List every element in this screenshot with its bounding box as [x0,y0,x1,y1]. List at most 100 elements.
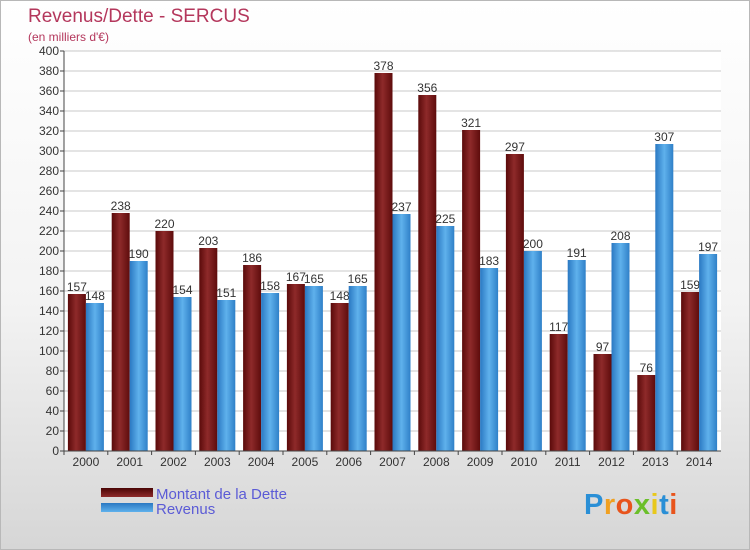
y-tick-label: 240 [39,204,59,218]
data-label: 165 [348,272,368,286]
data-label: 97 [596,340,610,354]
y-tick-label: 180 [39,264,59,278]
bar-revenus [567,260,586,451]
bar-dette [418,95,437,451]
data-label: 238 [111,199,131,213]
x-tick-label: 2012 [598,455,625,469]
data-label: 237 [391,200,411,214]
data-label: 378 [373,59,393,73]
data-label: 186 [242,251,262,265]
bar-revenus [348,286,367,451]
bar-dette [637,375,656,451]
bar-revenus [304,286,323,451]
data-label: 307 [654,130,674,144]
bar-dette [155,231,174,451]
y-tick-label: 220 [39,224,59,238]
bar-dette [462,130,481,451]
bar-dette [374,73,393,451]
y-tick-label: 280 [39,164,59,178]
y-tick-label: 100 [39,344,59,358]
y-tick-label: 40 [46,404,60,418]
data-label: 356 [417,81,437,95]
data-label: 165 [304,272,324,286]
x-tick-label: 2010 [511,455,538,469]
y-tick-label: 380 [39,64,59,78]
data-label: 220 [154,217,174,231]
y-tick-label: 320 [39,124,59,138]
y-axis-ticks: 0 20 40 60 80 100 120 140 160 180 200 220 240 260 280 3… [39,44,65,458]
data-label: 297 [505,140,525,154]
bar-revenus [480,268,499,451]
data-label: 148 [85,289,105,303]
y-tick-label: 300 [39,144,59,158]
data-label: 167 [286,270,306,284]
data-label: 183 [479,254,499,268]
bar-dette [286,284,305,451]
x-tick-label: 2003 [204,455,231,469]
y-tick-label: 360 [39,84,59,98]
x-tick-label: 2005 [292,455,319,469]
y-tick-label: 400 [39,44,59,58]
bar-dette [111,213,130,451]
y-tick-label: 80 [46,364,60,378]
y-tick-label: 160 [39,284,59,298]
data-label: 158 [260,279,280,293]
x-tick-label: 2009 [467,455,494,469]
data-label: 117 [549,320,568,334]
x-tick-label: 2011 [555,455,581,469]
data-label: 197 [698,240,718,254]
bar-revenus [173,297,192,451]
data-label: 321 [461,116,481,130]
bar-dette [330,303,349,451]
data-label: 191 [567,246,587,260]
x-tick-label: 2001 [116,455,143,469]
y-tick-label: 120 [39,324,59,338]
data-label: 200 [523,237,543,251]
x-tick-label: 2014 [686,455,713,469]
data-label: 203 [198,234,218,248]
chart-title: Revenus/Dette - SERCUS [28,6,250,27]
x-tick-label: 2007 [379,455,406,469]
bar-revenus [655,144,674,451]
bar-dette [67,294,86,451]
bar-dette [681,292,700,451]
bar-dette [505,154,524,451]
x-axis-ticks: 2000 2001 2002 2003 2004 2005 2006 2007 2008 2009… [63,450,721,469]
x-tick-label: 2008 [423,455,450,469]
data-label: 159 [680,278,700,292]
legend-label-revenus: Revenus [156,501,216,518]
y-tick-label: 340 [39,104,59,118]
y-tick-label: 20 [46,424,60,438]
x-tick-label: 2000 [73,455,100,469]
bar-dette [243,265,262,451]
bar-revenus [217,300,236,451]
bar-revenus [611,243,630,451]
bar-revenus [392,214,411,451]
bar-revenus [523,251,542,451]
data-label: 208 [610,229,630,243]
data-label: 154 [172,283,192,297]
data-label: 190 [129,247,149,261]
bar-revenus [261,293,280,451]
bar-dette [549,334,568,451]
bar-revenus [85,303,104,451]
bar-dette [199,248,218,451]
data-label: 157 [67,280,87,294]
bar-revenus [129,261,148,451]
x-tick-label: 2013 [642,455,669,469]
y-tick-label: 60 [46,384,60,398]
bar-dette [593,354,612,451]
y-tick-label: 140 [39,304,59,318]
bar-revenus [436,226,455,451]
bar-revenus [699,254,718,451]
y-tick-label: 200 [39,244,59,258]
chart-subtitle: (en milliers d'€) [28,30,109,44]
x-tick-label: 2002 [160,455,187,469]
x-tick-label: 2004 [248,455,275,469]
legend-swatch-revenus [101,503,153,512]
data-label: 151 [216,286,236,300]
legend-swatch-dette [101,488,153,497]
y-tick-label: 0 [52,444,59,458]
